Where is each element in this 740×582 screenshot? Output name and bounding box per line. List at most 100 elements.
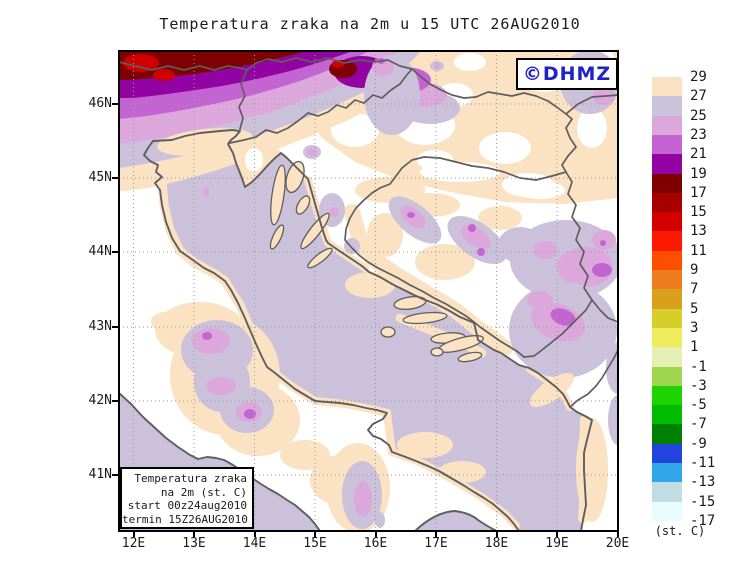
lon-axis-tick: [253, 531, 256, 537]
legend-tick-label: -13: [690, 474, 716, 491]
lon-axis-tick: [314, 531, 316, 537]
lat-axis-label: 42N: [88, 392, 112, 408]
albania-coastal: [576, 395, 618, 522]
legend-tick-label: -1: [690, 358, 707, 375]
legend-color-box: [652, 250, 682, 271]
legend-color-box: [652, 154, 682, 174]
legend-color-box: [652, 308, 682, 329]
lat-axis-label: 44N: [88, 244, 112, 260]
legend-tick-label: -7: [690, 416, 707, 433]
lon-axis-label: 19E: [545, 536, 569, 551]
legend-tick-label: 25: [690, 107, 707, 124]
legend-color-box: [652, 366, 682, 387]
lat-axis-tick: [112, 251, 119, 254]
legend-color-box: [652, 173, 682, 194]
legend-tick-label: 23: [690, 126, 707, 143]
lon-axis-label: 12E: [121, 536, 146, 551]
page-title: Temperatura zraka na 2m u 15 UTC 26AUG20…: [159, 15, 581, 33]
lat-axis-label: 46N: [88, 96, 112, 111]
lon-axis-label: 15E: [303, 536, 327, 551]
lat-axis-tick: [112, 177, 119, 180]
legend-color-box: [652, 192, 682, 213]
apennines: [151, 302, 390, 531]
legend-tick-label: 27: [690, 88, 707, 105]
legend-color-box: [652, 424, 682, 445]
legend-color-box: [652, 482, 682, 503]
run-info-box: Temperatura zraka na 2m (st. C) start 00…: [120, 467, 254, 529]
coastlines: [119, 129, 593, 531]
lon-axis-tick: [616, 531, 619, 537]
lon-axis-label: 16E: [363, 536, 388, 551]
dhmz-logo-text: ©DHMZ: [522, 63, 612, 85]
legend-tick-label: 19: [690, 165, 707, 182]
lat-axis-tick: [112, 325, 119, 328]
legend-tick-label: -9: [690, 435, 707, 452]
legend-tick-label: 1: [690, 339, 699, 356]
info-line-level: na 2m (st. C): [160, 485, 247, 499]
lat-axis-tick: [112, 103, 119, 105]
legend-tick-label: 9: [690, 262, 699, 278]
ionian-sea: [415, 511, 497, 531]
dhmz-watermark-box: ©DHMZ: [516, 58, 618, 90]
legend-tick-label: -15: [690, 493, 716, 510]
lon-axis-tick: [132, 531, 135, 537]
lon-axis-label: 20E: [605, 536, 630, 551]
lat-axis-label: 43N: [88, 318, 112, 334]
legend-tick-label: 11: [690, 242, 707, 259]
legend-color-box: [652, 463, 682, 483]
legend-color-box: [652, 231, 682, 252]
legend-color-box: [652, 270, 682, 290]
legend-color-box: [652, 115, 682, 136]
islands: [269, 160, 484, 363]
adriatic-sea: [144, 130, 592, 531]
lon-axis-tick: [495, 531, 498, 537]
legend-tick-label: -3: [690, 377, 707, 394]
legend-tick-label: -5: [690, 397, 707, 414]
lon-axis-label: 18E: [484, 536, 509, 551]
graticule: [119, 51, 618, 531]
map-frame: [118, 50, 619, 532]
lat-axis-label: 41N: [88, 467, 112, 482]
legend-color-box: [652, 289, 682, 310]
map-layers: [119, 51, 618, 531]
legend-tick-label: 13: [690, 223, 707, 240]
legend-color-box: [652, 212, 682, 232]
legend-color-box: [652, 443, 682, 464]
legend-color-box: [652, 347, 682, 367]
legend-tick-label: 7: [690, 281, 699, 298]
lon-axis-label: 14E: [242, 536, 267, 551]
lon-axis-tick: [374, 531, 377, 537]
lon-axis-label: 13E: [182, 536, 206, 551]
lat-axis-tick: [112, 399, 119, 402]
lon-axis-label: 17E: [424, 536, 448, 551]
lon-axis-tick: [435, 531, 437, 537]
legend-color-box: [652, 501, 682, 522]
lat-axis-label: 45N: [88, 170, 112, 186]
legend-tick-label: 15: [690, 204, 707, 221]
legend-tick-label: 5: [690, 300, 699, 317]
legend-color-box: [652, 134, 682, 155]
alps-band: [119, 51, 460, 191]
legend-tick-label: 17: [690, 184, 707, 201]
lon-axis-tick: [556, 531, 558, 537]
lon-axis-tick: [193, 531, 195, 537]
legend-color-box: [652, 77, 682, 97]
legend-tick-label: 29: [690, 69, 707, 85]
legend-color-box: [652, 385, 682, 406]
lat-axis-tick: [112, 474, 119, 476]
legend-unit-label: (st. C): [654, 524, 706, 538]
legend-tick-label: 21: [690, 146, 707, 163]
venetian-plain-cream: [157, 128, 253, 156]
info-line-termin: termin 15Z26AUG2010: [122, 512, 248, 526]
legend-tick-label: -17: [690, 512, 716, 529]
legend-tick-label: -11: [690, 455, 716, 471]
legend-color-box: [652, 96, 682, 117]
legend-color-box: [652, 405, 682, 425]
info-line-variable: Temperatura zraka: [134, 472, 247, 485]
legend-color-box: [652, 327, 682, 348]
legend-tick-label: 3: [690, 319, 699, 336]
country-borders: [119, 57, 618, 408]
info-line-start: start 00z24aug2010: [127, 499, 247, 512]
